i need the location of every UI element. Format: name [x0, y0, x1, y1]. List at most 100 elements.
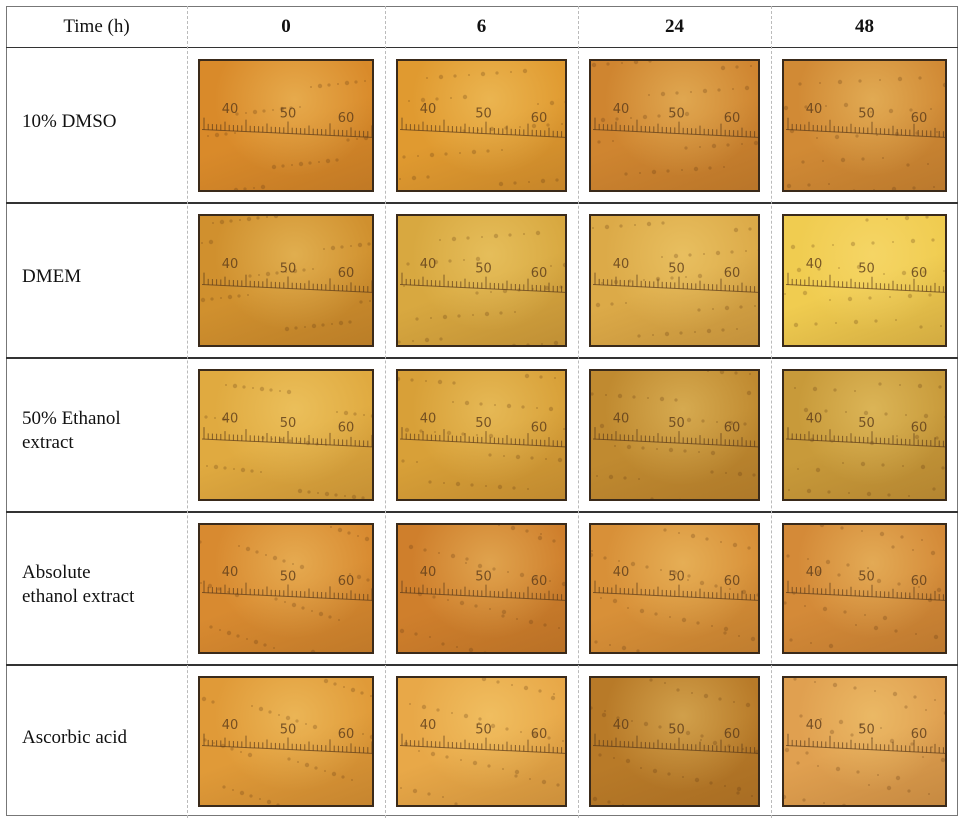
cell-speck	[442, 796, 444, 798]
cell-speck	[312, 724, 318, 730]
cell-speck	[894, 629, 898, 633]
cell-speck	[591, 392, 594, 396]
cell-speck	[817, 765, 819, 767]
cell-speck	[447, 599, 449, 601]
cell-speck	[909, 108, 913, 112]
cell-speck	[438, 552, 440, 554]
cell-speck	[201, 696, 207, 702]
cell-speck	[538, 689, 542, 693]
cell-speck	[807, 558, 809, 560]
cell-speck	[873, 189, 875, 190]
cell-speck	[652, 334, 654, 336]
cell-speck	[468, 647, 474, 652]
cell-speck	[936, 587, 942, 593]
cell-speck	[725, 472, 727, 474]
scale-overlay: 40 50 60	[784, 678, 945, 805]
cell-speck	[697, 273, 703, 279]
scale-label: 40	[613, 718, 630, 733]
cell-speck	[357, 242, 363, 248]
cell-speck	[549, 100, 555, 106]
cell-speck	[465, 562, 467, 564]
cell-speck	[837, 573, 841, 577]
scale-label: 60	[911, 421, 928, 436]
cell-speck	[698, 451, 700, 453]
cell-speck	[915, 633, 917, 635]
cell-speck	[858, 79, 862, 83]
scale-label: 60	[724, 727, 741, 742]
cell-speck	[805, 751, 809, 755]
cell-speck	[252, 109, 258, 115]
cell-speck	[230, 747, 234, 751]
cell-speck	[475, 291, 479, 295]
cell-speck	[208, 239, 214, 245]
micrograph: 40 50 60	[396, 214, 567, 347]
cell-speck	[356, 138, 358, 140]
cell-speck	[736, 328, 738, 330]
cell-speck	[625, 302, 627, 304]
scale-label: 60	[911, 111, 928, 126]
cell-speck	[652, 768, 658, 774]
cell-speck	[312, 268, 314, 270]
cell-speck	[678, 532, 680, 534]
cell-speck	[540, 533, 542, 535]
cell-speck	[723, 631, 727, 635]
cell-speck	[353, 412, 357, 416]
cell-speck	[604, 710, 606, 712]
cell-speck	[305, 723, 307, 725]
cell-speck	[628, 279, 632, 283]
cell-speck	[372, 463, 374, 466]
scale-label: 40	[222, 257, 239, 272]
cell-speck	[200, 297, 206, 303]
cell-speck	[784, 794, 787, 800]
cell-speck	[658, 725, 662, 729]
cell-speck	[784, 601, 787, 605]
scale-overlay: 40 50 60	[591, 371, 758, 499]
cell-speck	[351, 494, 357, 499]
scale-label: 60	[531, 421, 548, 436]
cell-speck	[541, 779, 547, 785]
cell-speck	[415, 317, 419, 321]
cell-speck	[210, 297, 214, 301]
cell-speck	[462, 94, 468, 100]
scale-label: 60	[911, 266, 928, 281]
cell-speck	[333, 682, 337, 686]
cell-speck	[641, 446, 645, 450]
cell-speck	[550, 265, 552, 267]
cell-speck	[408, 100, 410, 102]
cell-speck	[784, 293, 786, 295]
cell-speck	[369, 300, 371, 302]
cell-speck	[493, 233, 499, 239]
cell-speck	[840, 157, 846, 163]
cell-speck	[712, 308, 714, 310]
cell-speck	[721, 328, 725, 332]
cell-speck	[287, 757, 291, 761]
micrograph: 40 50 60	[782, 676, 947, 807]
cell-speck	[219, 629, 221, 631]
scale-overlay: 40 50 60	[399, 68, 565, 187]
cell-speck	[604, 224, 610, 230]
cell-speck	[643, 279, 645, 281]
scale-label: 40	[806, 411, 823, 426]
scale-label: 40	[806, 257, 823, 272]
cell-speck	[350, 245, 352, 247]
cell-speck	[453, 74, 457, 78]
cell-speck	[925, 709, 927, 711]
scale-label: 40	[420, 565, 437, 580]
cell-speck	[412, 340, 414, 342]
scale-label: 40	[613, 411, 630, 426]
cell-speck	[460, 759, 462, 761]
micrograph: 40 50 60	[782, 369, 947, 501]
cell-speck	[488, 453, 492, 457]
cell-speck	[271, 164, 277, 170]
row-label: Ascorbic acid	[22, 726, 182, 750]
cell-speck	[550, 695, 556, 701]
cell-speck	[220, 297, 222, 299]
cell-speck	[534, 576, 538, 580]
cell-speck	[599, 423, 605, 429]
cell-speck	[612, 598, 618, 604]
cell-speck	[723, 626, 729, 632]
scale-bar	[592, 129, 758, 138]
scale-label: 50	[475, 570, 492, 585]
cell-speck	[630, 561, 636, 567]
cell-speck	[820, 345, 823, 347]
